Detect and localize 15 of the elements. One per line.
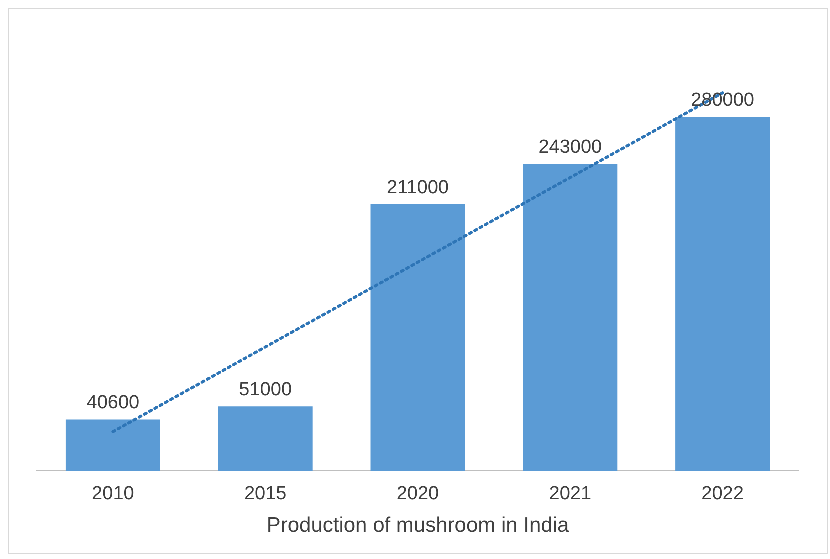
bar (676, 117, 770, 471)
x-tick-label: 2021 (549, 484, 592, 505)
x-tick-label: 2010 (92, 484, 134, 505)
x-tick-label: 2015 (244, 484, 287, 505)
bar (66, 420, 160, 471)
x-tick-label: 2020 (396, 484, 440, 505)
x-axis-title: Production of mushroom in India (266, 514, 570, 538)
bar (218, 406, 313, 471)
data-label: 40600 (86, 392, 140, 414)
data-label: 243000 (538, 136, 602, 158)
bar (523, 164, 618, 471)
x-tick-label: 2022 (702, 484, 744, 505)
data-label: 211000 (387, 177, 449, 198)
data-label: 51000 (239, 379, 292, 400)
bar (370, 204, 466, 471)
